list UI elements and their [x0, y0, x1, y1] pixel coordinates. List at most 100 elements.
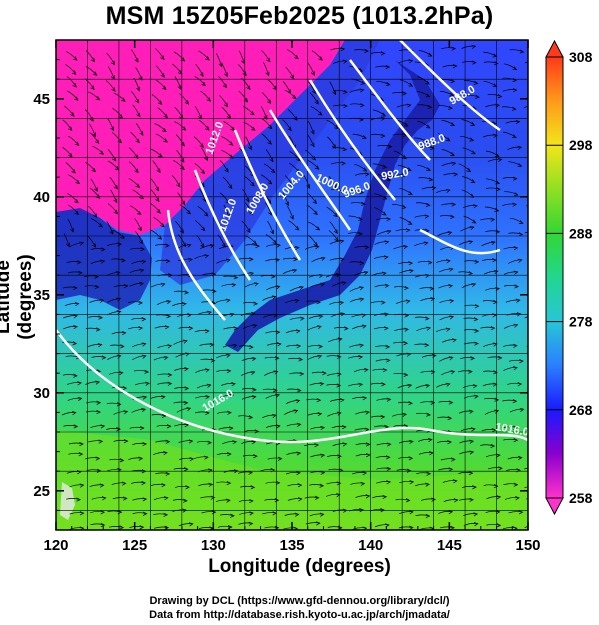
streamline-arrowhead: [445, 382, 451, 387]
streamline: [174, 121, 186, 131]
streamline-arrowhead: [341, 161, 346, 166]
streamline-arrowhead: [427, 437, 433, 442]
streamline-arrowhead: [160, 395, 166, 400]
streamline-arrowhead: [92, 71, 98, 76]
streamline-arrowhead: [134, 57, 139, 63]
streamline-arrowhead: [163, 113, 168, 119]
streamline-arrowhead: [358, 382, 364, 387]
streamline: [85, 66, 98, 76]
colorbar-tick-label: 288: [569, 225, 593, 241]
streamline-arrowhead: [76, 497, 81, 502]
x-axis-label: Longitude (degrees): [208, 556, 391, 577]
streamline-arrowhead: [185, 485, 190, 490]
streamline-arrowhead: [493, 370, 498, 375]
streamline-arrowhead: [360, 103, 365, 108]
streamline-arrowhead: [109, 230, 114, 235]
streamline-arrowhead: [294, 245, 300, 251]
streamline-arrowhead: [519, 49, 525, 54]
streamline-arrowhead: [135, 183, 141, 188]
streamline: [195, 64, 204, 77]
streamline: [173, 160, 185, 170]
streamline-arrowhead: [385, 81, 391, 86]
streamline-arrowhead: [229, 393, 235, 398]
streamline-arrowhead: [469, 497, 474, 502]
streamline-arrowhead: [365, 442, 371, 447]
streamline: [530, 371, 544, 372]
streamline: [68, 135, 80, 146]
streamline-arrowhead: [112, 156, 117, 162]
streamline: [261, 92, 271, 104]
streamline-arrowhead: [252, 324, 258, 329]
streamline-arrowhead: [314, 443, 320, 448]
streamline-arrowhead: [208, 482, 214, 487]
streamline: [63, 233, 70, 247]
streamline-arrowhead: [226, 258, 231, 263]
streamline-arrowhead: [113, 198, 118, 204]
streamline-arrowhead: [512, 88, 518, 93]
streamline-arrowhead: [512, 202, 518, 207]
streamline-arrowhead: [341, 281, 347, 286]
streamline-arrowhead: [517, 145, 523, 150]
streamline-arrowhead: [297, 483, 303, 488]
streamline-arrowhead: [161, 413, 167, 418]
streamline: [532, 384, 546, 386]
streamline-arrowhead: [386, 397, 392, 402]
streamline: [287, 206, 294, 220]
streamline-arrowhead: [362, 324, 367, 329]
streamline-arrowhead: [233, 326, 239, 331]
streamline-arrowhead: [469, 226, 475, 231]
streamline-arrowhead: [111, 60, 116, 66]
streamline-arrowhead: [134, 154, 139, 160]
streamline-arrowhead: [450, 525, 455, 530]
streamline-arrowhead: [430, 145, 435, 151]
streamline-arrowhead: [166, 424, 172, 429]
streamline-arrowhead: [224, 72, 228, 78]
streamline-arrowhead: [157, 235, 163, 240]
streamline-arrowhead: [93, 213, 98, 218]
streamline-arrowhead: [537, 346, 541, 350]
streamline-arrowhead: [232, 440, 238, 445]
streamline-arrowhead: [423, 241, 429, 246]
streamline: [197, 206, 209, 217]
streamline: [176, 149, 185, 163]
streamline-arrowhead: [511, 106, 517, 111]
streamline-arrowhead: [496, 495, 502, 500]
streamline-arrowhead: [71, 70, 77, 75]
streamline-arrowhead: [385, 455, 391, 460]
streamline-arrowhead: [99, 298, 105, 303]
streamline-arrowhead: [534, 467, 538, 471]
streamline-arrowhead: [448, 400, 454, 405]
streamline-arrowhead: [453, 172, 459, 177]
streamline-arrowhead: [209, 244, 215, 249]
streamline: [243, 121, 256, 131]
streamline: [200, 90, 211, 102]
streamline: [303, 175, 310, 189]
streamline-arrowhead: [254, 282, 259, 287]
streamline-arrowhead: [227, 452, 232, 457]
streamline-arrowhead: [123, 439, 129, 444]
streamline-arrowhead: [250, 311, 256, 316]
streamline: [129, 205, 142, 215]
streamline-arrowhead: [120, 344, 125, 349]
streamline-arrowhead: [116, 427, 121, 432]
streamline-arrowhead: [492, 258, 497, 263]
y-tick-label: 25: [33, 483, 50, 500]
streamline-arrowhead: [97, 343, 103, 348]
streamline-arrowhead: [333, 229, 338, 234]
streamline: [531, 178, 543, 186]
streamline-arrowhead: [450, 152, 455, 156]
streamline-arrowhead: [538, 186, 542, 189]
streamline-arrowhead: [380, 51, 386, 56]
streamline-arrowhead: [297, 497, 303, 502]
streamline-arrowhead: [96, 409, 101, 415]
streamline: [328, 230, 339, 242]
streamline-arrowhead: [430, 400, 436, 405]
colorbar-tick-label: 258: [569, 490, 593, 506]
streamline: [527, 120, 528, 121]
streamline: [307, 160, 320, 170]
streamline-arrowhead: [136, 210, 142, 216]
streamline-arrowhead: [448, 267, 454, 272]
streamline: [68, 174, 80, 184]
streamline: [530, 412, 544, 414]
streamline-arrowhead: [206, 383, 212, 388]
